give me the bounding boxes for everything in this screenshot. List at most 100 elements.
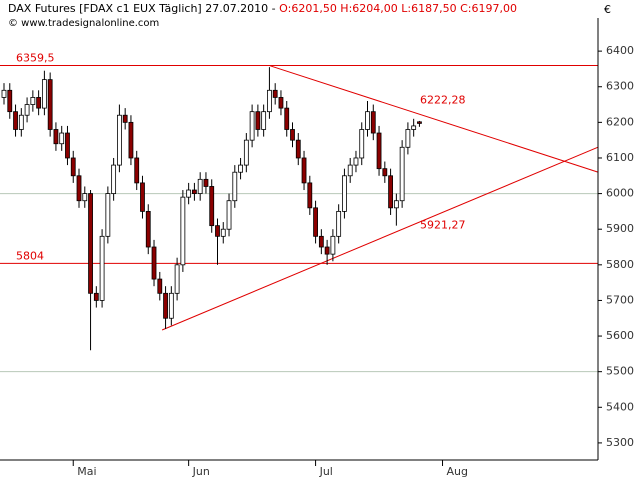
candle-body — [405, 129, 411, 148]
candle-body — [41, 79, 47, 109]
candle-body — [330, 235, 336, 255]
candle-body — [163, 292, 168, 319]
x-tick-label: Jul — [319, 465, 333, 478]
candle-body — [99, 235, 105, 301]
x-tick-label: Jun — [192, 465, 210, 478]
candle-body — [232, 171, 238, 202]
candle-body — [370, 111, 376, 134]
candle-body — [70, 157, 76, 177]
candle-body — [88, 193, 93, 294]
y-tick-label: 5600 — [606, 329, 634, 342]
candle-body — [284, 107, 290, 130]
candle-body — [353, 157, 359, 166]
title: DAX Futures [FDAX c1 EUX Täglich] 27.07.… — [8, 2, 279, 15]
candle-body — [128, 121, 134, 159]
candle-body — [134, 157, 140, 184]
y-tick-label: 5400 — [606, 400, 634, 413]
candle-body — [318, 235, 324, 248]
candle-body — [13, 111, 18, 130]
candle-body — [180, 196, 186, 266]
y-tick-label: 6100 — [606, 151, 634, 164]
level-label: 6359,5 — [16, 52, 55, 65]
y-tick-label: 5300 — [606, 436, 634, 449]
candle-body — [140, 182, 145, 212]
candle-body — [295, 139, 301, 159]
candle-body — [301, 157, 307, 184]
y-tick-label: 6000 — [606, 187, 634, 200]
candle-body — [238, 164, 243, 173]
candle-body — [30, 97, 36, 105]
y-tick-label: 5900 — [606, 222, 634, 235]
candle-body — [197, 178, 203, 194]
candle-body — [267, 89, 272, 113]
trend-line — [269, 65, 599, 173]
chart-title: DAX Futures [FDAX c1 EUX Täglich] 27.07.… — [8, 2, 517, 15]
candle-body — [249, 111, 255, 141]
candle-body — [272, 89, 278, 98]
candle-body — [203, 178, 209, 187]
candle-body — [290, 129, 295, 141]
candle-body — [145, 210, 151, 248]
candle-body — [226, 200, 232, 230]
candle-body — [192, 189, 197, 194]
y-tick-label: 6400 — [606, 44, 634, 57]
candle-body — [382, 168, 388, 177]
candle-body — [411, 125, 417, 130]
candle-body — [65, 132, 70, 159]
plot-area: 6359,5 5804 6222,28 5921,27 — [0, 52, 599, 373]
candle-body — [105, 193, 111, 237]
y-tick-label: 5700 — [606, 293, 634, 306]
trend-label: 6222,28 — [420, 93, 466, 106]
trend-label: 5921,27 — [420, 219, 466, 232]
candle-body — [255, 111, 261, 130]
candle-body — [324, 246, 330, 255]
candle-body — [117, 114, 122, 166]
subtitle: © www.tradesignalonline.com — [8, 18, 159, 29]
candle-body — [359, 129, 365, 159]
candle-body — [209, 186, 215, 227]
candle-body — [313, 207, 318, 237]
y-tick-label: 6200 — [606, 115, 634, 128]
candle-body — [168, 292, 174, 319]
candle-body — [417, 121, 422, 124]
candle-body — [151, 246, 157, 280]
candle-body — [186, 189, 192, 198]
candle-body — [1, 89, 7, 98]
candle-body — [18, 114, 24, 130]
candle-body — [278, 97, 284, 109]
candle-body — [174, 264, 180, 294]
candle-body — [376, 132, 382, 170]
candle-body — [47, 79, 53, 130]
candle-body — [342, 175, 347, 212]
candle-body — [393, 200, 399, 209]
candle-body — [307, 182, 313, 209]
candle-body — [157, 278, 163, 294]
candle-body — [82, 193, 88, 202]
candle-body — [7, 89, 13, 113]
x-tick-label: Aug — [447, 465, 468, 478]
y-axis-label: € — [604, 3, 611, 16]
candle-body — [93, 292, 99, 301]
trend-line — [161, 146, 599, 331]
candle-body — [76, 175, 82, 202]
candle-body — [243, 139, 249, 166]
candle-body — [347, 164, 353, 177]
candle-body — [53, 129, 59, 145]
candle-body — [36, 97, 42, 109]
level-label: 5804 — [16, 249, 44, 262]
candle-body — [365, 111, 370, 130]
candle-body — [24, 104, 30, 116]
candle-body — [220, 228, 226, 237]
x-tick-label: Mai — [77, 465, 96, 478]
candle-body — [122, 114, 128, 123]
y-tick-label: 5800 — [606, 258, 634, 271]
candle-body — [215, 225, 220, 237]
candle-body — [399, 146, 405, 202]
candle-body — [388, 175, 393, 209]
y-tick-label: 5500 — [606, 365, 634, 378]
candle-body — [111, 164, 117, 194]
candle-body — [59, 132, 65, 145]
quote: O:6201,50 H:6204,00 L:6187,50 C:6197,00 — [279, 2, 517, 15]
candle-body — [261, 111, 267, 130]
